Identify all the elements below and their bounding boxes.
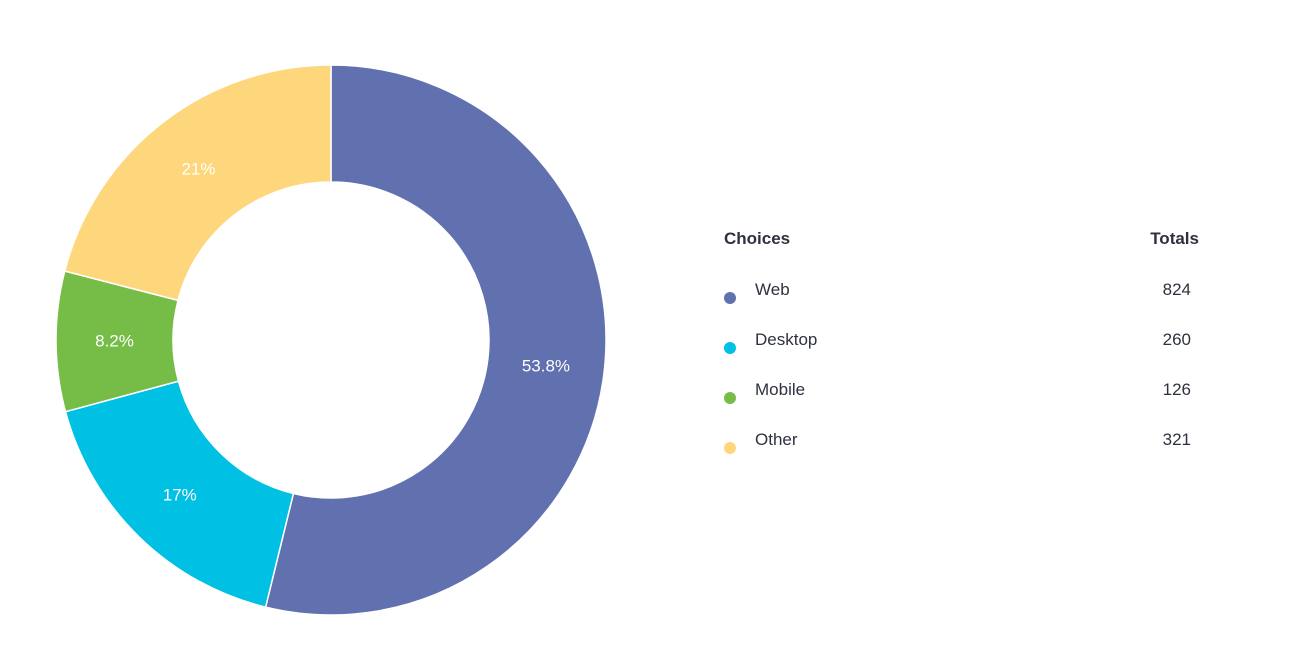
legend-swatch-web (724, 292, 736, 304)
slice-percent-label-mobile: 8.2% (95, 332, 134, 351)
legend-header: Choices Totals (724, 226, 1204, 254)
legend-total-mobile: 126 (1162, 380, 1191, 399)
donut-slice-other[interactable] (63, 64, 332, 302)
legend-total-other: 321 (1162, 430, 1191, 449)
legend-swatch-other (724, 442, 736, 454)
legend-rows: Web 824 Desktop 260 Mobile 126 Other 321 (724, 276, 1204, 476)
legend-header-choices: Choices (724, 229, 791, 248)
legend-row-other: Other 321 (724, 426, 1204, 476)
donut-slice-desktop[interactable] (64, 380, 295, 609)
legend-row-desktop: Desktop 260 (724, 326, 1204, 376)
legend-row-web: Web 824 (724, 276, 1204, 326)
slice-percent-label-web: 53.8% (522, 356, 570, 375)
legend-row-mobile: Mobile 126 (724, 376, 1204, 426)
legend-swatch-mobile (724, 392, 736, 404)
legend-label-web: Web (755, 280, 790, 299)
slice-percent-label-desktop: 17% (163, 485, 197, 504)
legend-label-other: Other (755, 430, 798, 449)
legend-swatch-desktop (724, 342, 736, 354)
donut-slice-web[interactable] (264, 64, 607, 616)
legend-label-desktop: Desktop (755, 330, 818, 349)
donut-slices (55, 64, 607, 616)
chart-legend: Choices Totals Web 824 Desktop 260 Mobil… (724, 226, 1204, 476)
donut-chart: 53.8% 17% 8.2% 21% (55, 64, 607, 616)
legend-total-desktop: 260 (1162, 330, 1191, 349)
legend-total-web: 824 (1162, 280, 1191, 299)
slice-percent-label-other: 21% (181, 159, 215, 178)
donut-labels: 53.8% 17% 8.2% 21% (95, 159, 570, 504)
legend-label-mobile: Mobile (755, 380, 806, 399)
legend-header-totals: Totals (1150, 229, 1199, 248)
